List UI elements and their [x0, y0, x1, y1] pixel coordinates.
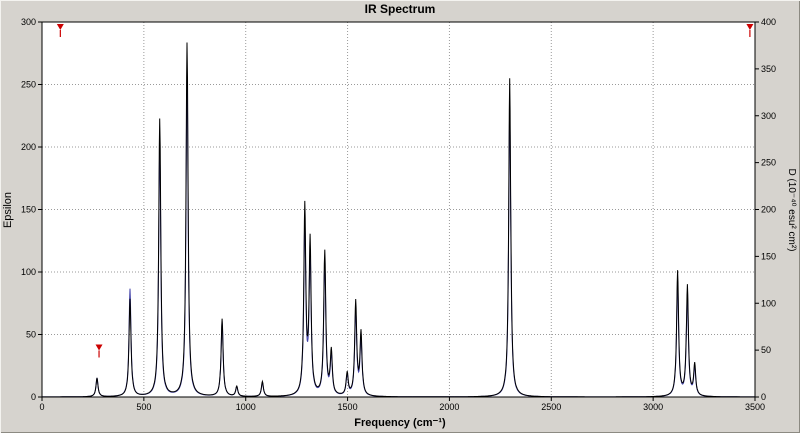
plot-dynamic-layer: 0 500 1000 1500 2000 2500 3000 3500050100150200…: [21, 17, 776, 412]
range-marker-left[interactable]: [56, 24, 64, 30]
y-right-tick-label: 50: [761, 345, 771, 355]
x-axis-label: Frequency (cm⁻¹): [354, 417, 446, 429]
y-right-tick-label: 350: [761, 64, 776, 74]
cursor-marker[interactable]: [95, 344, 103, 351]
plot-border: [41, 21, 756, 398]
y-right-tick-label: 100: [761, 298, 776, 308]
x-tick-label: 3500: [745, 402, 765, 412]
y-left-tick-label: 200: [21, 142, 36, 152]
y-left-tick-label: 150: [21, 205, 36, 215]
y-left-tick-label: 50: [26, 330, 36, 340]
y-left-tick-label: 250: [21, 80, 36, 90]
y-right-tick-label: 300: [761, 111, 776, 121]
y-right-tick-label: 250: [761, 158, 776, 168]
y-right-tick-label: 200: [761, 205, 776, 215]
range-marker-right[interactable]: [746, 24, 754, 30]
y-right-axis-label: D (10⁻⁴⁰ esu² cm²): [786, 168, 797, 251]
y-right-tick-label: 150: [761, 251, 776, 261]
x-tick-label: 2500: [541, 402, 561, 412]
y-left-axis-label: Epsilon: [2, 192, 14, 228]
y-left-tick-label: 0: [31, 392, 36, 402]
y-left-tick-label: 300: [21, 17, 36, 27]
x-tick-label: 1000: [236, 402, 256, 412]
x-tick-label: 1500: [338, 402, 358, 412]
y-left-tick-label: 100: [21, 267, 36, 277]
x-tick-label: 2000: [439, 402, 459, 412]
y-right-tick-label: 0: [761, 392, 766, 402]
y-right-tick-label: 400: [761, 17, 776, 27]
chart-title: IR Spectrum: [365, 2, 436, 16]
x-tick-label: 0: [39, 402, 44, 412]
x-tick-label: 500: [136, 402, 151, 412]
x-tick-label: 3000: [643, 402, 663, 412]
